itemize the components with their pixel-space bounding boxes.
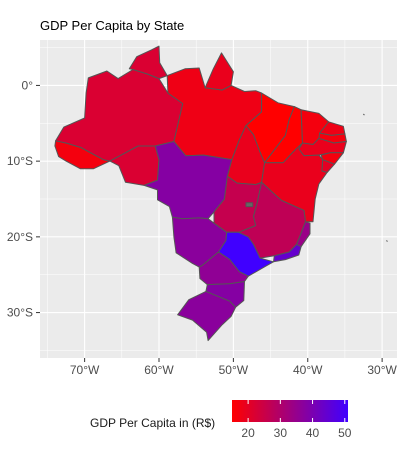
state-rj xyxy=(273,243,302,263)
x-tick-label: 60°W xyxy=(144,363,174,377)
y-tick-label: 30°S xyxy=(7,306,33,320)
y-tick-label: 20°S xyxy=(7,230,33,244)
axis-labels: 70°W 60°W 50°W 40°W 30°W 0° 10°S 20°S 30°S xyxy=(7,78,398,377)
y-tick-label: 10°S xyxy=(7,154,33,168)
island-fernando-de-noronha xyxy=(362,113,365,116)
x-tick-label: 70°W xyxy=(70,363,100,377)
x-tick-label: 50°W xyxy=(219,363,249,377)
x-tick-label: 30°W xyxy=(367,363,397,377)
y-tick-label: 0° xyxy=(22,78,34,92)
legend-tick-label: 20 xyxy=(241,426,255,440)
island-trindade xyxy=(386,240,388,242)
legend-tick-label: 30 xyxy=(274,426,288,440)
legend: GDP Per Capita in (R$) 20 30 40 50 xyxy=(90,400,352,440)
state-ap xyxy=(204,52,234,91)
legend-title: GDP Per Capita in (R$) xyxy=(90,416,215,430)
chart-title: GDP Per Capita by State xyxy=(40,18,184,33)
legend-tick-label: 50 xyxy=(338,426,352,440)
legend-colorbar xyxy=(232,400,348,422)
state-df xyxy=(245,202,254,208)
state-regions xyxy=(54,45,388,342)
state-rr xyxy=(128,45,168,80)
x-tick-label: 40°W xyxy=(293,363,323,377)
state-rs xyxy=(177,290,237,342)
legend-tick-label: 40 xyxy=(306,426,320,440)
